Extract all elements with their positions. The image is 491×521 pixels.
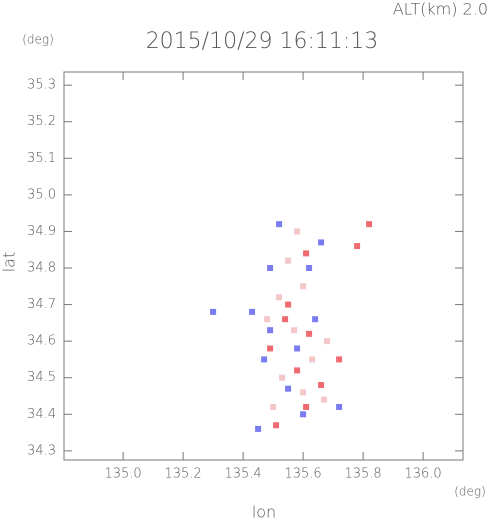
- data-point: [273, 422, 280, 429]
- data-point: [294, 345, 301, 352]
- x-unit: (deg): [454, 485, 486, 499]
- data-point: [279, 374, 286, 381]
- data-point: [255, 425, 262, 432]
- chart-title: 2015/10/29 16:11:13: [146, 29, 379, 54]
- y-tick-label: 34.3: [27, 443, 56, 458]
- data-point: [300, 389, 307, 396]
- data-point: [303, 403, 310, 410]
- x-label: lon: [252, 503, 276, 521]
- data-point: [267, 345, 274, 352]
- data-point: [276, 294, 283, 301]
- data-point: [276, 221, 283, 228]
- data-point: [282, 316, 289, 323]
- data-point: [285, 385, 292, 392]
- data-point: [318, 382, 325, 389]
- data-point: [267, 327, 274, 334]
- y-tick-label: 35.2: [27, 114, 56, 129]
- data-point: [285, 301, 292, 308]
- data-point: [270, 403, 277, 410]
- data-point: [291, 327, 298, 334]
- data-point: [261, 356, 268, 363]
- data-point: [336, 356, 343, 363]
- data-point: [306, 265, 313, 272]
- data-point: [303, 250, 310, 257]
- data-point: [300, 283, 307, 290]
- x-tick-label: 135.8: [344, 467, 381, 482]
- data-point: [294, 367, 301, 374]
- data-point: [324, 338, 331, 345]
- x-tick-label: 135.2: [164, 467, 201, 482]
- data-point: [321, 396, 328, 403]
- data-point: [306, 330, 313, 337]
- chart-subtitle: ALT(km) 2.0: [393, 0, 488, 19]
- x-tick-label: 135.6: [284, 467, 321, 482]
- y-tick-label: 34.6: [27, 334, 56, 349]
- data-point: [300, 411, 307, 418]
- plot-frame: [63, 71, 464, 461]
- y-tick-label: 35.0: [27, 187, 56, 202]
- data-point: [309, 356, 316, 363]
- x-tick-label: 135.4: [224, 467, 261, 482]
- data-point: [285, 257, 292, 264]
- y-label: lat: [0, 252, 19, 273]
- data-point: [318, 239, 325, 246]
- y-unit: (deg): [22, 33, 54, 47]
- data-point: [210, 308, 217, 315]
- y-tick-label: 35.1: [27, 151, 56, 166]
- data-point: [267, 265, 274, 272]
- y-tick-label: 34.4: [27, 407, 56, 422]
- y-tick-label: 34.8: [27, 261, 56, 276]
- data-point: [336, 403, 343, 410]
- data-point: [366, 221, 373, 228]
- y-tick-label: 34.7: [27, 297, 56, 312]
- x-tick-label: 135.0: [104, 467, 141, 482]
- data-point: [312, 316, 319, 323]
- data-point: [294, 228, 301, 235]
- data-point: [249, 308, 256, 315]
- data-point: [354, 243, 361, 250]
- data-point: [264, 316, 271, 323]
- y-tick-label: 34.9: [27, 224, 56, 239]
- x-tick-label: 136.0: [404, 467, 441, 482]
- y-tick-label: 35.3: [27, 78, 56, 93]
- y-tick-label: 34.5: [27, 370, 56, 385]
